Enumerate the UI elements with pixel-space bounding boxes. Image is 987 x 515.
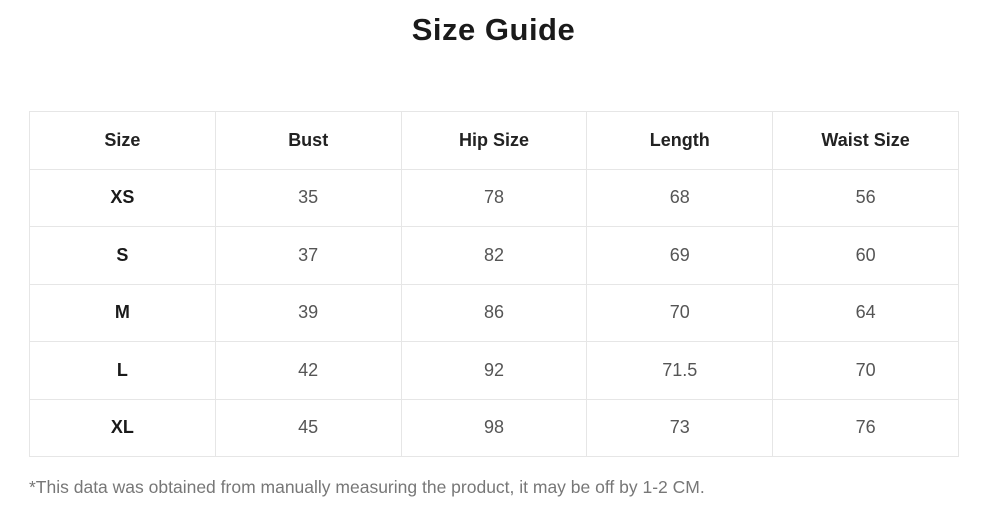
value-cell: 60 [772, 226, 959, 285]
value-cell: 70 [586, 283, 774, 342]
value-cell: 78 [400, 168, 588, 227]
footnote: *This data was obtained from manually me… [29, 477, 705, 497]
table-row: S 37 82 69 60 [29, 226, 959, 285]
value-cell: 35 [214, 168, 402, 227]
table-row: XL 45 98 73 76 [29, 398, 959, 457]
size-cell: S [29, 226, 216, 285]
value-cell: 42 [214, 341, 402, 400]
table-row: M 39 86 70 64 [29, 283, 959, 342]
column-header: Waist Size [772, 111, 959, 170]
value-cell: 76 [772, 398, 959, 457]
value-cell: 73 [586, 398, 774, 457]
value-cell: 56 [772, 168, 959, 227]
value-cell: 71.5 [586, 341, 774, 400]
value-cell: 98 [400, 398, 588, 457]
value-cell: 86 [400, 283, 588, 342]
value-cell: 69 [586, 226, 774, 285]
value-cell: 64 [772, 283, 959, 342]
value-cell: 82 [400, 226, 588, 285]
size-table: Size Bust Hip Size Length Waist Size XS 35 78 6… [29, 111, 959, 457]
value-cell: 39 [214, 283, 402, 342]
column-header: Size [29, 111, 216, 170]
size-cell: XL [29, 398, 216, 457]
table-row: XS 35 78 68 56 [29, 168, 959, 227]
column-header: Bust [214, 111, 402, 170]
value-cell: 45 [214, 398, 402, 457]
size-cell: XS [29, 168, 216, 227]
value-cell: 37 [214, 226, 402, 285]
value-cell: 70 [772, 341, 959, 400]
column-header: Hip Size [400, 111, 588, 170]
size-cell: L [29, 341, 216, 400]
header-row: Size Bust Hip Size Length Waist Size [29, 111, 959, 170]
value-cell: 68 [586, 168, 774, 227]
value-cell: 92 [400, 341, 588, 400]
size-cell: M [29, 283, 216, 342]
page-title: Size Guide [411, 12, 576, 47]
column-header: Length [586, 111, 774, 170]
table-row: L 42 92 71.5 70 [29, 341, 959, 400]
